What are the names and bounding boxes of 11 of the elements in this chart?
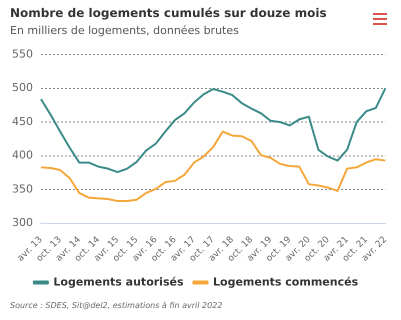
legend-label: Logements autorisés [53,275,184,288]
y-tick-label: 450 [12,114,33,128]
y-tick-label: 500 [12,81,33,94]
y-tick-label: 400 [12,148,33,162]
y-tick-label: 550 [12,47,33,60]
chart-subtitle: En milliers de logements, données brutes [10,24,239,37]
chart-title: Nombre de logements cumulés sur douze mois [10,6,327,20]
y-tick-label: 300 [12,216,33,230]
y-tick-label: 350 [12,182,33,196]
legend-label: Logements commencés [213,275,359,288]
source-note: Source : SDES, Sit@del2, estimations à fin avril 2022 [10,301,222,310]
